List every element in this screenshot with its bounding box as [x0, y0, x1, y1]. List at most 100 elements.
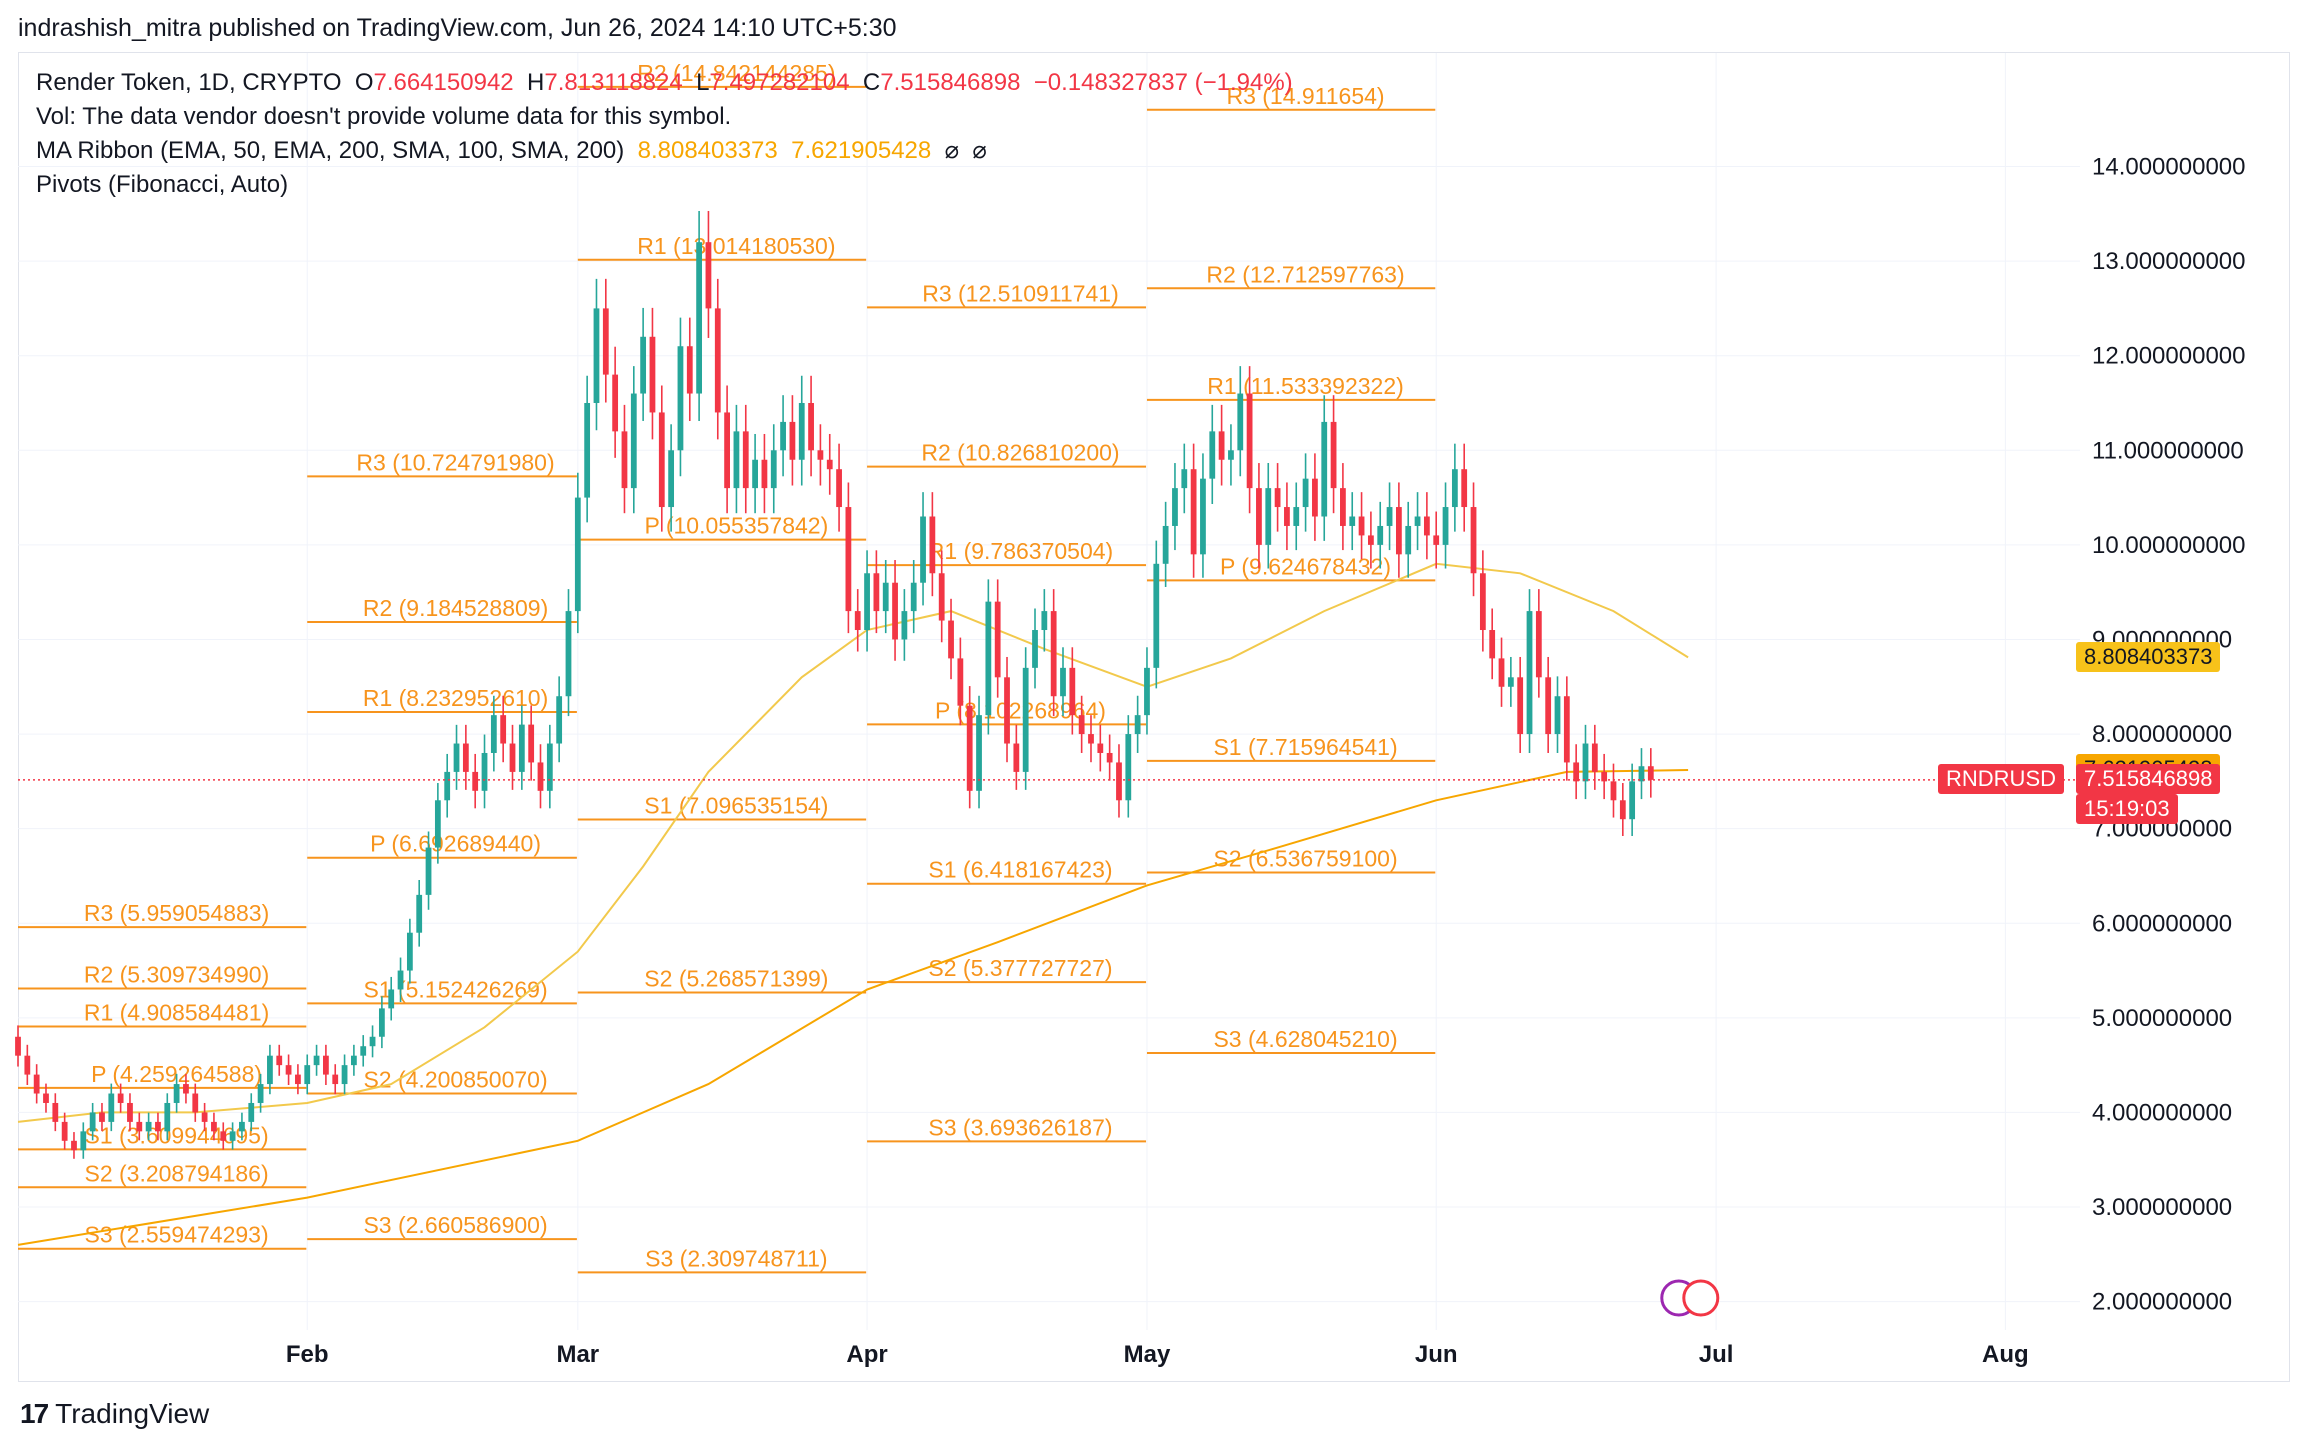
- candle-body[interactable]: [295, 1074, 301, 1085]
- candle-body[interactable]: [1032, 630, 1038, 668]
- candle-body[interactable]: [444, 771, 451, 801]
- candle-body[interactable]: [1405, 525, 1412, 555]
- candle-body[interactable]: [397, 970, 404, 990]
- candle-body[interactable]: [481, 752, 488, 791]
- candle-body[interactable]: [155, 1121, 161, 1132]
- candle-body[interactable]: [1386, 507, 1393, 526]
- candle-body[interactable]: [770, 450, 777, 489]
- candle-body[interactable]: [434, 800, 441, 848]
- candle-body[interactable]: [649, 336, 656, 413]
- candle-body[interactable]: [1274, 488, 1281, 508]
- candle-body[interactable]: [612, 374, 619, 432]
- candle-body[interactable]: [882, 582, 889, 612]
- candle-body[interactable]: [1610, 781, 1617, 801]
- candle-body[interactable]: [808, 402, 814, 451]
- candle-body[interactable]: [1144, 667, 1150, 716]
- candle-body[interactable]: [976, 715, 982, 791]
- candle-body[interactable]: [1330, 421, 1337, 489]
- candle-body[interactable]: [565, 611, 572, 697]
- candle-body[interactable]: [780, 421, 786, 451]
- candle-body[interactable]: [621, 431, 628, 489]
- candle-body[interactable]: [1647, 766, 1654, 780]
- candle-body[interactable]: [836, 469, 842, 508]
- candle-body[interactable]: [966, 705, 973, 791]
- candle-body[interactable]: [1461, 469, 1468, 508]
- candle-body[interactable]: [1619, 800, 1626, 820]
- candle-body[interactable]: [1368, 535, 1374, 545]
- candle-body[interactable]: [192, 1093, 199, 1113]
- candle-body[interactable]: [985, 601, 992, 716]
- candle-body[interactable]: [546, 743, 553, 791]
- candle-body[interactable]: [640, 336, 647, 394]
- candle-body[interactable]: [910, 582, 917, 612]
- candle-body[interactable]: [1134, 715, 1141, 735]
- candle-body[interactable]: [1041, 611, 1048, 631]
- candle-body[interactable]: [696, 242, 703, 394]
- candle-body[interactable]: [1377, 525, 1384, 545]
- candle-body[interactable]: [360, 1046, 367, 1056]
- candle-body[interactable]: [350, 1055, 357, 1066]
- candle-body[interactable]: [323, 1055, 329, 1075]
- candle-body[interactable]: [1470, 507, 1477, 574]
- candle-body[interactable]: [798, 402, 805, 460]
- candle-body[interactable]: [677, 346, 684, 451]
- candle-body[interactable]: [938, 573, 945, 621]
- candle-body[interactable]: [1209, 431, 1216, 479]
- chart-frame[interactable]: [18, 52, 2290, 1382]
- candle-body[interactable]: [1507, 677, 1514, 687]
- candle-body[interactable]: [71, 1140, 77, 1151]
- candle-body[interactable]: [1517, 677, 1524, 735]
- candle-body[interactable]: [518, 724, 525, 772]
- tradingview-branding[interactable]: 17 TradingView: [20, 1398, 209, 1430]
- candle-body[interactable]: [528, 724, 535, 763]
- candle-body[interactable]: [1321, 421, 1328, 517]
- candle-body[interactable]: [1246, 393, 1253, 489]
- candle-body[interactable]: [173, 1084, 180, 1103]
- candle-body[interactable]: [864, 573, 870, 631]
- candle-body[interactable]: [1573, 762, 1580, 782]
- candle-body[interactable]: [668, 450, 675, 508]
- candle-body[interactable]: [1106, 752, 1113, 763]
- candle-body[interactable]: [742, 431, 749, 489]
- candle-body[interactable]: [1526, 611, 1533, 735]
- candle-body[interactable]: [901, 611, 908, 640]
- candle-body[interactable]: [994, 601, 1001, 678]
- candle-body[interactable]: [602, 308, 609, 375]
- candle-body[interactable]: [1433, 535, 1440, 545]
- candle-body[interactable]: [1088, 734, 1094, 744]
- candle-body[interactable]: [267, 1055, 273, 1085]
- candle-body[interactable]: [1218, 431, 1225, 460]
- candle-body[interactable]: [1563, 696, 1570, 763]
- candle-body[interactable]: [1591, 743, 1598, 772]
- candle-body[interactable]: [462, 743, 469, 772]
- candle-body[interactable]: [332, 1074, 339, 1085]
- candle-body[interactable]: [584, 402, 591, 498]
- candle-body[interactable]: [276, 1055, 283, 1066]
- candle-body[interactable]: [1172, 488, 1178, 526]
- candle-body[interactable]: [472, 771, 479, 791]
- candle-body[interactable]: [89, 1112, 96, 1132]
- candle-body[interactable]: [845, 507, 852, 612]
- candle-body[interactable]: [285, 1065, 292, 1075]
- candle-body[interactable]: [1545, 677, 1552, 735]
- candle-body[interactable]: [1116, 762, 1122, 801]
- candle-body[interactable]: [826, 459, 833, 470]
- candle-body[interactable]: [33, 1074, 40, 1094]
- candle-body[interactable]: [15, 1036, 21, 1056]
- candle-body[interactable]: [1554, 696, 1561, 735]
- candle-body[interactable]: [229, 1131, 236, 1141]
- candle-body[interactable]: [574, 497, 581, 612]
- candle-body[interactable]: [108, 1093, 115, 1122]
- candle-body[interactable]: [406, 932, 413, 971]
- candle-body[interactable]: [145, 1121, 152, 1132]
- candle-body[interactable]: [453, 743, 460, 772]
- candle-body[interactable]: [1601, 771, 1608, 782]
- candle-body[interactable]: [1190, 469, 1197, 555]
- candle-body[interactable]: [1125, 734, 1132, 801]
- candle-body[interactable]: [425, 847, 432, 895]
- candle-body[interactable]: [1265, 488, 1272, 545]
- candle-body[interactable]: [52, 1102, 59, 1122]
- candle-body[interactable]: [1181, 469, 1188, 489]
- candle-body[interactable]: [1022, 667, 1029, 772]
